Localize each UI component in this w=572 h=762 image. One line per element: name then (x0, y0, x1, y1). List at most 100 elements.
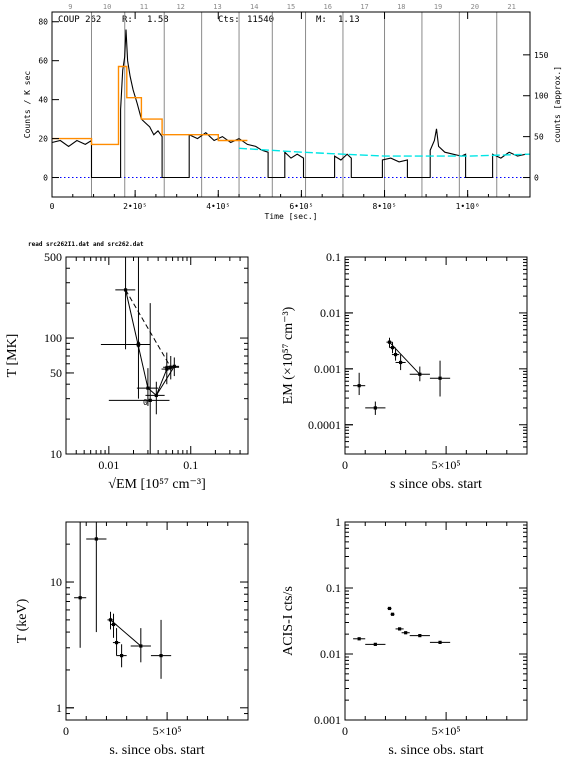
point-marker (169, 365, 173, 369)
point-marker (399, 360, 403, 365)
x-tick-label: 1•10⁶ (456, 202, 480, 211)
y-tick-label: 1 (335, 515, 341, 529)
point-marker (438, 640, 442, 644)
point-marker (108, 618, 113, 622)
data-point (108, 303, 170, 454)
data-point (161, 352, 172, 385)
data-point (163, 356, 180, 380)
x-tick-label: 5×10⁵ (432, 458, 461, 472)
data-point (409, 634, 430, 638)
point-marker (357, 637, 361, 641)
y-tick-label: 80 (38, 18, 48, 27)
segment-number: 21 (507, 3, 515, 11)
data-point (353, 637, 366, 641)
y-right-tick-label: 50 (534, 133, 544, 142)
point-label: 0 (143, 398, 148, 407)
lightcurve-panel: 9 10 11 12 13 14 15 16 17 18 19 20 21 0 2•10⁵ 4•10⁵ 6•10… (23, 3, 562, 221)
point-marker (438, 376, 442, 380)
lightcurve-ylabel: Counts / K sec (23, 71, 32, 139)
header-m-label: M: (316, 15, 327, 25)
point-marker (387, 606, 392, 611)
point-marker (357, 384, 361, 388)
point-marker (146, 386, 150, 390)
lightcurve-frame (51, 11, 531, 198)
data-point (112, 628, 121, 656)
point-marker (390, 612, 395, 616)
em_vs_time-frame (344, 256, 528, 455)
x-tick-label: 2•10⁵ (123, 202, 147, 211)
y-tick-label: 60 (38, 57, 48, 66)
t_vs_time-xlabel: s. since obs. start (109, 743, 204, 758)
data-point (429, 360, 451, 397)
x-tick-label: 4•10⁵ (206, 202, 230, 211)
x-tick-label: 0.01 (98, 458, 119, 472)
data-point (365, 401, 386, 415)
data-point (353, 372, 366, 396)
x-tick-label: 0 (342, 458, 348, 472)
point-marker (393, 352, 398, 357)
y-tick-label: 0.01 (320, 306, 341, 320)
solid-trajectory (125, 289, 176, 397)
x-tick-label: 5×10⁵ (432, 724, 461, 738)
point-marker (111, 622, 116, 627)
segment-number: 17 (360, 3, 368, 11)
point-marker (418, 372, 422, 376)
segment-number: 20 (471, 3, 479, 11)
point-marker (172, 364, 176, 368)
rate_vs_time-plot-area (353, 606, 451, 646)
point-marker (123, 288, 128, 292)
em_vs_time-plot-area (353, 337, 451, 415)
point-marker (114, 640, 119, 645)
data-point (100, 257, 151, 399)
segment-number: 11 (140, 3, 148, 11)
point-marker (373, 642, 377, 646)
point-marker (373, 406, 377, 410)
y-tick-label: 10 (50, 447, 62, 461)
data-point (86, 522, 107, 633)
rate_vs_time-frame (344, 521, 528, 721)
lightcurve-xlabel: Time [sec.] (265, 212, 318, 221)
y-tick-label: 0.1 (326, 581, 341, 595)
t_vs_sqrtem-ylabel: T [MK] (5, 334, 20, 378)
point-marker (148, 398, 152, 402)
t_vs_sqrtem-frame (65, 256, 249, 455)
y-tick-label: 20 (38, 135, 48, 144)
t_vs_time-frame (65, 521, 249, 721)
data-point (110, 613, 117, 638)
y-tick-label: 100 (44, 331, 62, 345)
segment-number: 16 (324, 3, 332, 11)
data-point (165, 357, 180, 377)
x-tick-label: 5×10⁵ (153, 724, 182, 738)
point-marker (387, 340, 392, 344)
x-tick-label: 0 (342, 724, 348, 738)
data-point (390, 612, 395, 616)
data-point (409, 366, 430, 382)
header-r-value: 1.58 (147, 15, 169, 25)
em_vs_time-ylabel: EM (×10⁵⁷ cm⁻³) (281, 306, 296, 404)
header-m-value: 1.13 (338, 15, 360, 25)
lightcurve-series-block-fit (52, 65, 248, 146)
data-point (395, 354, 406, 371)
rate_vs_time-ylabel: ACIS-I cts/s (281, 586, 296, 656)
lightcurve-header: COUP 262 R: 1.58 Cts: 11540 M: 1.13 (58, 15, 360, 25)
em_vs_time-xlabel: s since obs. start (390, 477, 482, 492)
y-right-tick-label: 100 (534, 92, 549, 101)
point-marker (404, 631, 408, 635)
lightcurve-ylabel-right: counts [approx.] (553, 66, 562, 143)
data-point (395, 627, 404, 631)
rate_vs_time-panel: 0.001 0.01 0.1 1 0 5×10⁵ s. since obs. start AC… (281, 515, 528, 758)
y-tick-label: 500 (44, 250, 62, 264)
data-point (115, 257, 136, 350)
data-point (145, 381, 165, 415)
lightcurve-series-quiescent-level (238, 147, 531, 157)
header-cts-label: Cts: (218, 15, 240, 25)
segment-number: 15 (287, 3, 295, 11)
header-r-label: R: (122, 15, 133, 25)
y-tick-label: 0 (43, 174, 48, 183)
segment-number: 14 (250, 3, 258, 11)
segment-number: 18 (397, 3, 405, 11)
header-cts-value: 11540 (247, 15, 274, 25)
t_vs_time-plot-area (74, 522, 172, 679)
